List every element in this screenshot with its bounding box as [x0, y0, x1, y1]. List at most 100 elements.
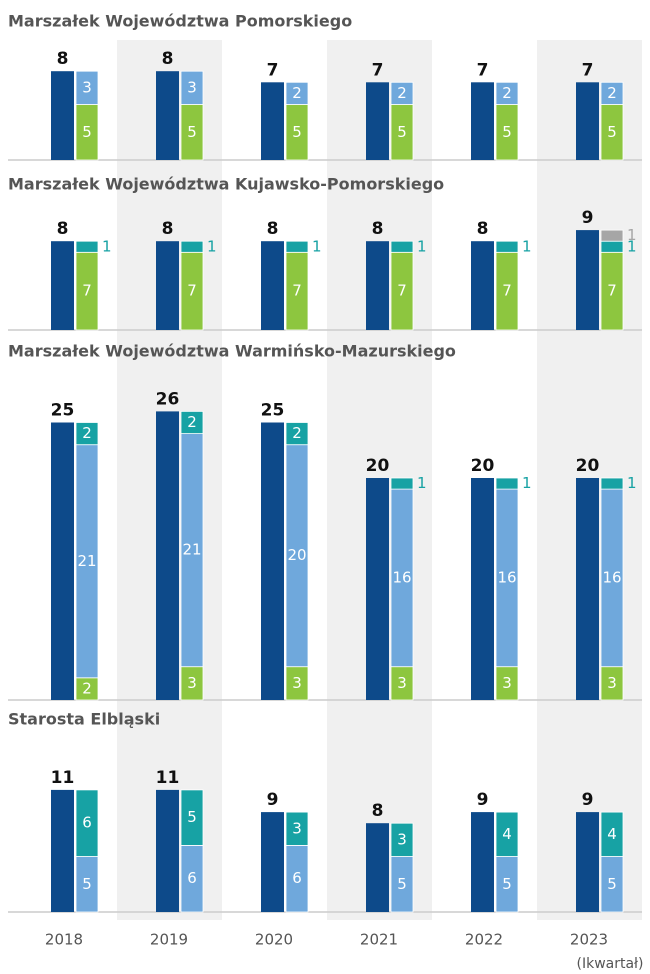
panel-title: Starosta Elbląski: [8, 710, 160, 729]
total-label: 11: [156, 768, 180, 788]
total-bar: [51, 422, 74, 700]
segment-label: 7: [82, 282, 92, 300]
segment-label: 2: [292, 424, 302, 442]
segment-label: 5: [82, 875, 92, 893]
segment-label: 16: [602, 568, 621, 586]
panel-title: Marszałek Województwa Warmińsko-Mazurski…: [8, 342, 456, 361]
segment-label: 5: [82, 123, 92, 141]
segment-label: 1: [102, 237, 112, 255]
segment-label: 2: [82, 679, 92, 697]
total-label: 7: [582, 60, 594, 80]
segment-label: 6: [187, 869, 197, 887]
segment: [285, 240, 309, 253]
segment-label: 1: [417, 237, 427, 255]
segment-label: 5: [502, 123, 512, 141]
total-bar: [576, 812, 599, 912]
total-bar: [576, 82, 599, 160]
total-label: 8: [162, 49, 174, 69]
total-bar: [471, 82, 494, 160]
x-tick-label: 2020: [255, 931, 293, 949]
total-bar: [471, 812, 494, 912]
total-bar: [51, 789, 74, 912]
segment: [180, 789, 204, 846]
total-label: 9: [582, 208, 594, 228]
segment-label: 3: [187, 78, 197, 96]
segment: [180, 410, 204, 434]
segment: [75, 422, 99, 446]
segment-label: 3: [82, 78, 92, 96]
segment: [390, 822, 414, 857]
total-bar: [156, 241, 179, 330]
note: (Ikwartał): [577, 956, 644, 972]
total-label: 8: [372, 801, 384, 821]
total-bar: [366, 478, 389, 700]
segment: [390, 477, 414, 490]
segment: [600, 477, 624, 490]
segment-label: 2: [82, 424, 92, 442]
x-tick-label: 2018: [45, 931, 83, 949]
segment-label: 7: [607, 282, 617, 300]
segment-label: 3: [502, 674, 512, 692]
segment: [285, 81, 309, 105]
total-bar: [261, 82, 284, 160]
segment: [600, 240, 624, 253]
total-label: 8: [267, 219, 279, 239]
panel-title: Marszałek Województwa Kujawsko-Pomorskie…: [8, 175, 444, 194]
segment-label: 7: [397, 282, 407, 300]
segment-label: 21: [77, 552, 96, 570]
total-label: 8: [477, 219, 489, 239]
total-bar: [471, 478, 494, 700]
total-label: 8: [162, 219, 174, 239]
total-label: 11: [51, 768, 75, 788]
segment-label: 5: [292, 123, 302, 141]
segment-label: 7: [187, 282, 197, 300]
total-bar: [261, 422, 284, 700]
total-label: 8: [57, 49, 69, 69]
segment-label: 1: [522, 474, 532, 492]
segment-label: 6: [82, 814, 92, 832]
total-label: 9: [582, 790, 594, 810]
total-label: 8: [57, 219, 69, 239]
segment-label: 4: [502, 825, 512, 843]
segment: [180, 240, 204, 253]
segment-label: 1: [627, 226, 637, 244]
total-label: 25: [51, 401, 75, 421]
total-bar: [156, 411, 179, 700]
x-tick-label: 2021: [360, 931, 398, 949]
segment-label: 2: [397, 84, 407, 102]
total-bar: [261, 812, 284, 912]
segment-label: 3: [397, 674, 407, 692]
total-label: 25: [261, 401, 285, 421]
segment-label: 2: [502, 84, 512, 102]
segment-label: 3: [292, 819, 302, 837]
x-tick-label: 2019: [150, 931, 188, 949]
segment-label: 21: [182, 541, 201, 559]
total-bar: [156, 789, 179, 912]
segment-label: 5: [187, 808, 197, 826]
total-label: 20: [366, 456, 390, 476]
total-bar: [51, 71, 74, 160]
total-label: 20: [576, 456, 600, 476]
x-tick-label: 2023: [570, 931, 608, 949]
total-bar: [471, 241, 494, 330]
segment: [390, 81, 414, 105]
segment-label: 2: [187, 413, 197, 431]
total-label: 7: [477, 60, 489, 80]
total-bar: [366, 82, 389, 160]
segment-label: 1: [627, 474, 637, 492]
segment: [495, 811, 519, 857]
segment-label: 5: [607, 123, 617, 141]
x-tick-label: 2022: [465, 931, 503, 949]
segment-label: 7: [502, 282, 512, 300]
total-label: 9: [267, 790, 279, 810]
total-label: 7: [372, 60, 384, 80]
segment-label: 5: [187, 123, 197, 141]
segment: [75, 240, 99, 253]
segment-label: 7: [292, 282, 302, 300]
segment: [495, 81, 519, 105]
total-bar: [576, 230, 599, 330]
segment-label: 4: [607, 825, 617, 843]
segment-label: 1: [312, 237, 322, 255]
segment: [390, 240, 414, 253]
